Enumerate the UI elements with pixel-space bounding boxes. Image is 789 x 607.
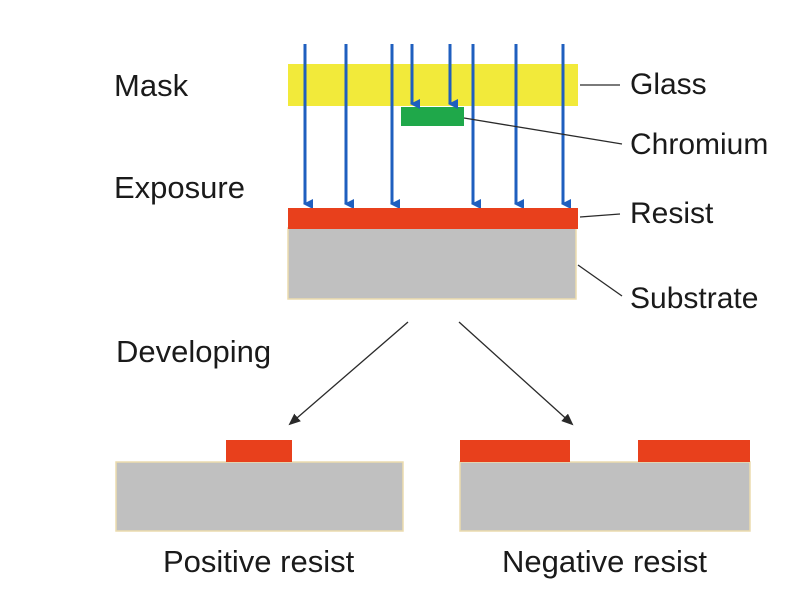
chromium-label: Chromium	[630, 128, 768, 161]
diagonal-arrow-icon	[458, 321, 574, 426]
resist-label: Resist	[630, 197, 714, 230]
mask-label: Mask	[114, 68, 189, 103]
substrate-block	[287, 227, 577, 300]
glass-plate	[288, 64, 578, 106]
negative-resist-label: Negative resist	[502, 544, 707, 579]
positive-resist-label: Positive resist	[163, 544, 355, 579]
negative-resist-pattern-right	[638, 440, 750, 462]
diagonal-arrow-icon	[288, 321, 409, 426]
positive-resist-pattern	[226, 440, 292, 462]
glass-label: Glass	[630, 68, 707, 101]
substrate-label: Substrate	[630, 282, 758, 315]
developing-label: Developing	[116, 334, 271, 369]
resist-layer	[288, 208, 578, 229]
negative-resist-result	[459, 440, 751, 532]
resist-leader-line	[579, 213, 621, 218]
positive-resist-result	[115, 440, 404, 532]
chromium-leader-line	[463, 117, 623, 145]
substrate-leader-line	[577, 264, 623, 297]
negative-resist-pattern-left	[460, 440, 570, 462]
positive-substrate-block	[115, 461, 404, 532]
exposure-label: Exposure	[114, 170, 245, 205]
negative-substrate-block	[459, 461, 751, 532]
light-beams	[303, 44, 571, 209]
chromium-pattern	[401, 107, 464, 126]
